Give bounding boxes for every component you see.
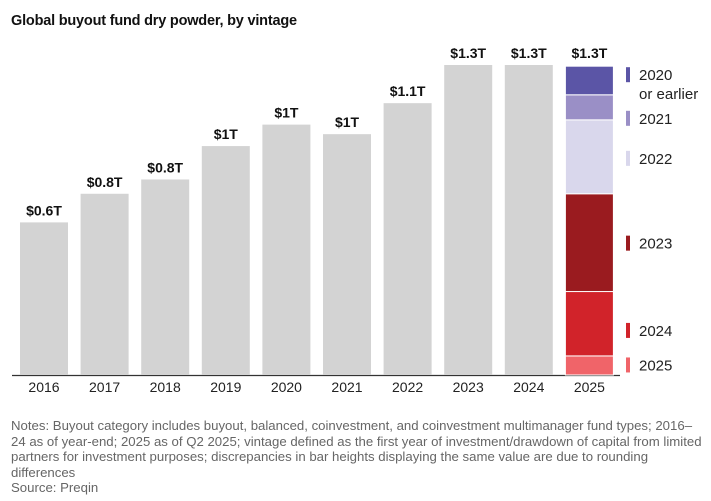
source-text: Source: Preqin [11, 480, 99, 496]
legend-label: 2025 [639, 357, 672, 374]
bar-2017 [80, 193, 129, 375]
data-label-2018: $0.8T [147, 159, 183, 175]
legend-label: 2020 [639, 67, 672, 84]
bar-chart: $0.6T 2016 $0.8T 2017 $0.8T 2018 $1T 2019 $1T 202… [12, 45, 698, 395]
bar-2016 [20, 222, 68, 375]
x-tick-label-2025: 2025 [574, 379, 605, 395]
data-label-2020: $1T [274, 105, 299, 121]
x-tick-label-2024: 2024 [513, 379, 544, 395]
bar-2023 [444, 65, 493, 375]
legend-swatch-2025 [626, 357, 630, 373]
legend-label: 2022 [639, 151, 672, 168]
stack-segment-2024 [564, 291, 614, 357]
data-label-2016: $0.6T [26, 202, 62, 218]
legend-label: or earlier [639, 86, 698, 103]
bar-2019 [201, 146, 250, 375]
data-label-2017: $0.8T [87, 174, 123, 190]
legend-swatch-2020-or-earlier [626, 67, 630, 83]
data-label-2024: $1.3T [511, 45, 547, 61]
stack-segment-2021 [564, 94, 614, 121]
data-label-2021: $1T [335, 114, 360, 130]
legend-swatch-2021 [626, 110, 630, 126]
data-label-2022: $1.1T [390, 83, 426, 99]
legend-swatch-2024 [626, 322, 630, 338]
legend-label: 2024 [639, 323, 672, 340]
stack-segment-2025 [564, 355, 614, 376]
x-tick-label-2022: 2022 [392, 379, 423, 395]
x-tick-label-2018: 2018 [150, 379, 181, 395]
data-label-2019: $1T [214, 126, 239, 142]
x-tick-label-2023: 2023 [453, 379, 484, 395]
legend-swatch-2023 [626, 235, 630, 251]
stack-segment-2020-or-earlier [564, 65, 614, 96]
x-tick-label-2019: 2019 [210, 379, 241, 395]
x-tick-label-2020: 2020 [271, 379, 302, 395]
chart-notes: Notes: Buyout category includes buyout, … [11, 418, 706, 496]
data-label-2023: $1.3T [450, 45, 486, 61]
bar-2021 [323, 134, 371, 375]
stack-segment-2023 [564, 193, 614, 293]
bar-2022 [383, 103, 432, 376]
notes-text: Notes: Buyout category includes buyout, … [11, 418, 702, 480]
x-tick-label-2016: 2016 [28, 379, 59, 395]
data-label-2025: $1.3T [571, 45, 607, 61]
bar-2018 [141, 179, 190, 375]
x-tick-label-2017: 2017 [89, 379, 120, 395]
chart-title: Global buyout fund dry powder, by vintag… [11, 13, 297, 29]
legend-label: 2023 [639, 236, 672, 253]
bar-2024 [504, 65, 553, 375]
legend-label: 2021 [639, 111, 672, 128]
x-tick-label-2021: 2021 [331, 379, 362, 395]
bar-2020 [262, 124, 311, 375]
stack-segment-2022 [564, 119, 614, 195]
legend-swatch-2022 [626, 150, 630, 166]
